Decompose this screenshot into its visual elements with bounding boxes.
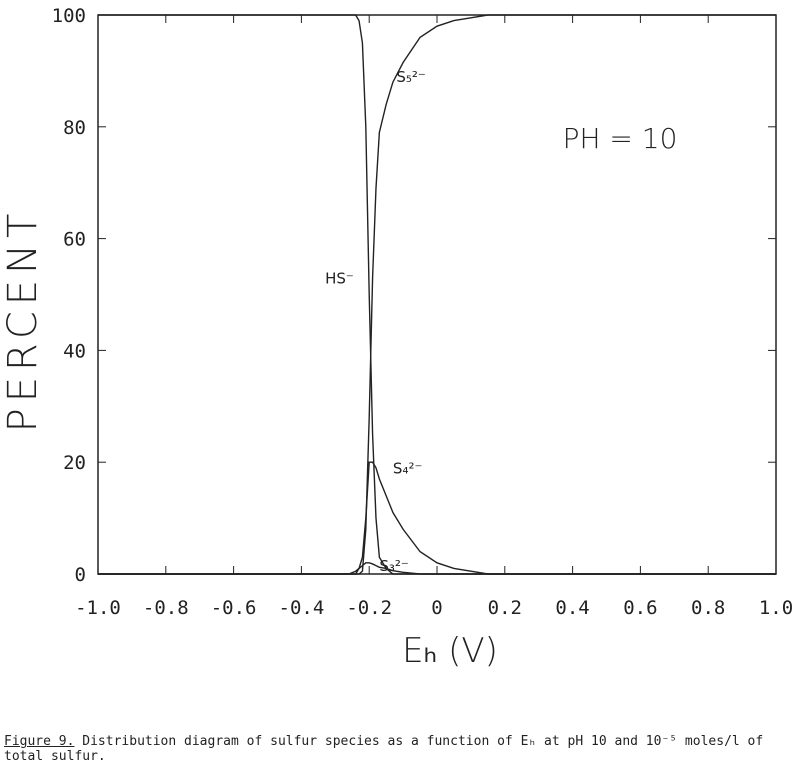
y-tick-label: 80: [63, 117, 86, 139]
y-tick-label: 40: [63, 340, 86, 362]
chart: PH = 10 Eₕ (V) PERCENT 020406080100-1.0-…: [0, 5, 793, 671]
series-line: [98, 14, 776, 575]
annotation: PH = 10: [563, 122, 678, 155]
caption-text: Distribution diagram of sulfur species a…: [4, 734, 764, 764]
y-tick-label: 60: [63, 229, 86, 251]
x-axis-label: Eₕ (V): [402, 631, 498, 671]
y-axis-label: PERCENT: [0, 208, 46, 433]
series-label: S₄²⁻: [393, 459, 422, 477]
series-label: HS⁻: [325, 269, 354, 287]
x-tick-label: 0.6: [623, 597, 657, 619]
caption-label: Figure 9.: [4, 734, 75, 749]
y-tick-label: 100: [52, 5, 86, 27]
x-tick-label: 0.4: [555, 597, 589, 619]
series-label: S₃²⁻: [379, 557, 408, 575]
x-tick-label: -0.8: [143, 597, 189, 619]
x-tick-label: 0: [431, 597, 442, 619]
x-tick-label: -0.2: [346, 597, 392, 619]
x-tick-label: 1.0: [759, 597, 793, 619]
y-tick-label: 0: [75, 564, 86, 586]
y-tick-label: 20: [63, 452, 86, 474]
x-tick-label: 0.2: [488, 597, 522, 619]
plot-frame: [97, 14, 777, 575]
x-tick-label: -1.0: [75, 597, 121, 619]
caption: Figure 9. Distribution diagram of sulfur…: [4, 734, 794, 764]
series-label: S₅²⁻: [396, 68, 425, 86]
x-tick-label: -0.4: [279, 597, 325, 619]
series-line: [98, 461, 776, 575]
series-line: [98, 14, 776, 575]
series-line: [98, 562, 776, 575]
x-tick-label: -0.6: [211, 597, 257, 619]
x-tick-label: 0.8: [691, 597, 725, 619]
